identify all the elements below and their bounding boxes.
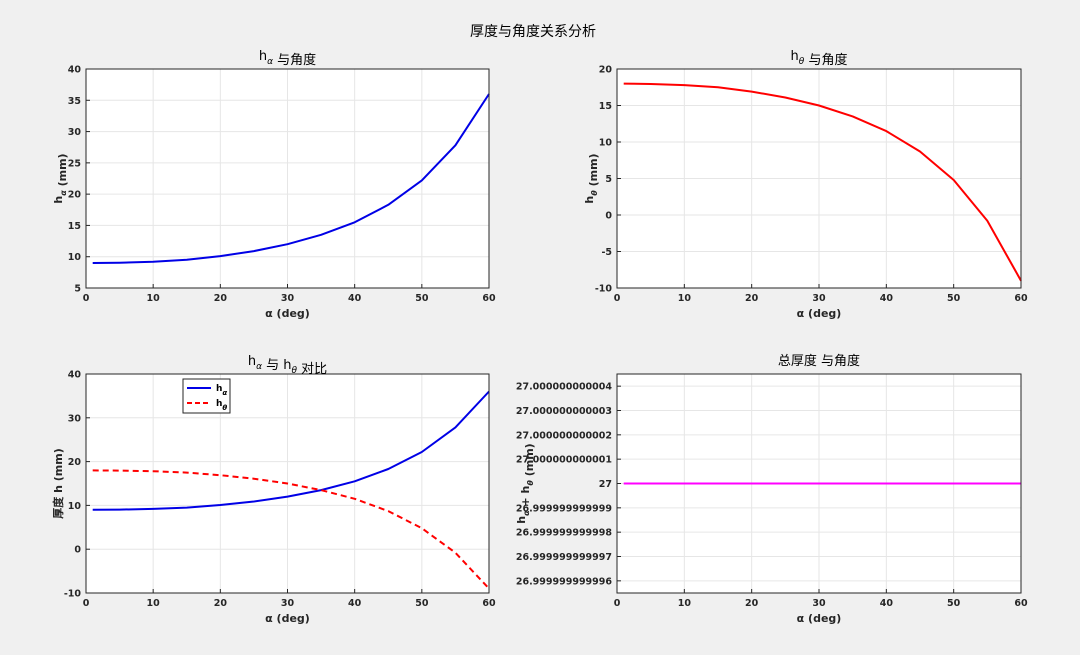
y-axis-label: hα (mm) (52, 153, 69, 203)
y-axis-label: 厚度 h (mm) (51, 448, 65, 518)
y-tick-label: -10 (595, 284, 613, 295)
x-tick-label: 50 (415, 598, 429, 609)
axes-frame (616, 68, 1022, 289)
y-tick-label: 27.000000000003 (516, 406, 612, 417)
y-tick-label: 15 (68, 221, 81, 232)
y-tick-label: 26.999999999997 (516, 552, 612, 563)
x-tick-label: 0 (83, 598, 90, 609)
y-tick-label: 26.999999999998 (516, 528, 613, 539)
axes-frame (616, 373, 1022, 594)
legend-label: hθ (216, 399, 227, 412)
subplot-4: 0 10 20 30 40 50 60 26.999999999996 26.999999999… (515, 353, 1028, 625)
y-tick-label: 20 (68, 190, 82, 201)
subplot-title: hθ 与角度 (791, 49, 848, 68)
x-tick-label: 10 (147, 598, 161, 609)
x-tick-label: 30 (281, 293, 295, 304)
y-axis-label: hθ (mm) (583, 153, 600, 203)
y-tick-label: 35 (68, 96, 81, 107)
legend-box (182, 378, 231, 414)
x-tick-label: 40 (348, 293, 362, 304)
y-tick-label: 30 (68, 127, 82, 138)
x-tick-label: 20 (214, 598, 228, 609)
x-tick-label: 0 (83, 293, 90, 304)
subplot-2: 0 10 20 30 40 50 60 -10 -5 0 5 10 15 20 hθ 与角度 α (deg) h… (583, 49, 1028, 320)
axes-frame (85, 68, 490, 289)
x-tick-label: 0 (614, 293, 621, 304)
y-tick-label: 27 (599, 479, 612, 490)
x-tick-label: 0 (614, 598, 621, 609)
subplot-title: 总厚度 与角度 (778, 353, 860, 369)
x-axis-label: α (deg) (797, 307, 842, 320)
figure-title: 厚度与角度关系分析 (470, 24, 596, 40)
x-axis-label: α (deg) (265, 612, 310, 625)
y-tick-label: 27.000000000004 (516, 382, 613, 393)
x-tick-label: 40 (880, 598, 894, 609)
y-tick-label: -5 (601, 247, 612, 258)
x-tick-label: 20 (745, 293, 759, 304)
x-tick-label: 60 (1014, 293, 1028, 304)
y-tick-label: 27.000000000002 (516, 430, 612, 441)
y-tick-label: 15 (599, 101, 612, 112)
x-tick-label: 50 (415, 293, 429, 304)
legend: hα hθ (182, 378, 231, 414)
y-tick-label: 10 (599, 138, 613, 149)
y-tick-label: 10 (68, 252, 82, 263)
y-tick-label: 25 (68, 158, 81, 169)
y-axis-label: hα + hθ (mm) (515, 443, 536, 523)
x-tick-label: 40 (880, 293, 894, 304)
y-tick-label: 26.999999999996 (516, 576, 613, 587)
x-tick-label: 20 (214, 293, 228, 304)
series-line-1 (92, 93, 490, 264)
subplot-title: hα 与角度 (259, 49, 316, 68)
x-tick-label: 30 (812, 293, 826, 304)
x-tick-label: 30 (812, 598, 826, 609)
x-tick-label: 40 (348, 598, 362, 609)
y-tick-label: 20 (68, 457, 82, 468)
y-tick-label: 20 (599, 65, 613, 76)
x-tick-label: 50 (947, 598, 961, 609)
y-tick-label: 30 (68, 413, 82, 424)
x-axis-label: α (deg) (797, 612, 842, 625)
y-tick-label: 0 (605, 211, 612, 222)
y-tick-label: 27.000000000001 (516, 455, 612, 466)
x-tick-label: 50 (947, 293, 961, 304)
y-tick-label: 0 (74, 545, 81, 556)
y-tick-label: 40 (68, 65, 82, 76)
x-tick-label: 20 (745, 598, 759, 609)
y-tick-label: 5 (605, 174, 612, 185)
y-tick-label: 26.999999999999 (516, 503, 612, 514)
y-tick-label: 5 (74, 284, 81, 295)
y-tick-label: 40 (68, 370, 82, 381)
x-tick-label: 60 (1014, 598, 1028, 609)
x-tick-label: 60 (482, 598, 496, 609)
series-line-1 (92, 390, 490, 511)
x-tick-label: 30 (281, 598, 295, 609)
series-line-1 (623, 82, 1022, 282)
subplot-title: hα 与 hθ 对比 (248, 354, 327, 377)
x-axis-label: α (deg) (265, 307, 310, 320)
series-line-2 (92, 469, 490, 590)
subplot-1: 0 10 20 30 40 50 60 5 10 15 20 25 30 35 40 hα 与角度 α (deg… (52, 49, 496, 320)
y-tick-label: 10 (68, 501, 82, 512)
axes-frame (85, 373, 490, 594)
x-tick-label: 10 (147, 293, 161, 304)
x-tick-label: 60 (482, 293, 496, 304)
legend-label: hα (216, 384, 227, 397)
y-tick-label: -10 (64, 589, 82, 600)
x-tick-label: 10 (678, 293, 692, 304)
x-tick-label: 10 (678, 598, 692, 609)
